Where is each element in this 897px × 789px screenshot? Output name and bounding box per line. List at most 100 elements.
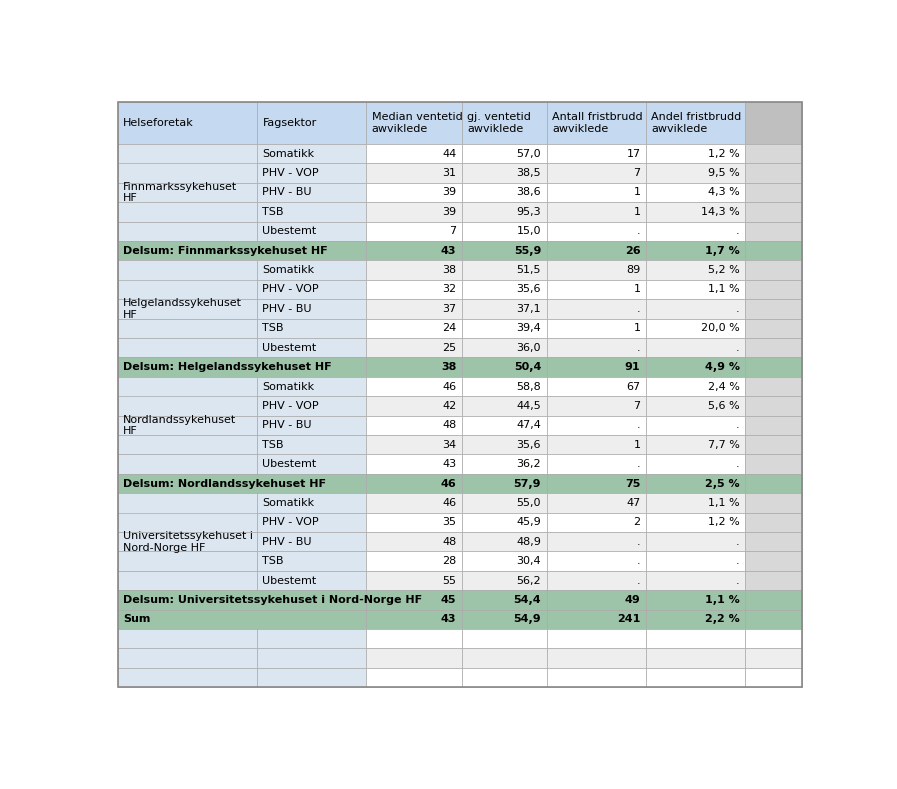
Text: 2,5 %: 2,5 % <box>705 479 740 488</box>
Bar <box>118 629 257 649</box>
Bar <box>366 454 462 474</box>
Text: Helseforetak: Helseforetak <box>123 118 194 128</box>
Text: Somatikk: Somatikk <box>262 148 314 159</box>
Text: Ubestemt: Ubestemt <box>262 226 317 236</box>
Text: 35,6: 35,6 <box>517 439 541 450</box>
Text: 1: 1 <box>633 439 640 450</box>
Text: TSB: TSB <box>262 556 283 567</box>
Text: 50,4: 50,4 <box>514 362 541 372</box>
Bar <box>366 319 462 338</box>
Bar <box>546 416 646 435</box>
Bar <box>118 610 366 629</box>
Bar <box>745 202 802 222</box>
Bar <box>546 357 646 377</box>
Text: 44,5: 44,5 <box>517 401 541 411</box>
Bar <box>646 513 745 532</box>
Bar <box>546 260 646 280</box>
Bar <box>118 260 257 357</box>
Text: Universitetssykehuset i
Nord-Norge HF: Universitetssykehuset i Nord-Norge HF <box>123 531 253 552</box>
Text: 1: 1 <box>633 323 640 333</box>
Text: .: . <box>637 342 640 353</box>
Text: 54,9: 54,9 <box>513 615 541 624</box>
Text: 38: 38 <box>441 362 457 372</box>
Text: 25: 25 <box>442 342 457 353</box>
Bar <box>646 319 745 338</box>
Bar <box>745 416 802 435</box>
Bar <box>118 532 257 552</box>
Text: 42: 42 <box>442 401 457 411</box>
Bar <box>745 649 802 667</box>
Text: 26: 26 <box>625 245 640 256</box>
Bar <box>366 493 462 513</box>
Bar <box>745 610 802 629</box>
Text: 9,5 %: 9,5 % <box>708 168 740 178</box>
Text: 20,0 %: 20,0 % <box>701 323 740 333</box>
Text: Ubestemt: Ubestemt <box>262 575 317 585</box>
Bar <box>462 260 546 280</box>
Bar <box>546 552 646 571</box>
Bar <box>646 532 745 552</box>
Bar <box>257 571 366 590</box>
Bar <box>462 299 546 319</box>
Bar <box>546 280 646 299</box>
Text: Somatikk: Somatikk <box>262 382 314 391</box>
Text: PHV - VOP: PHV - VOP <box>262 518 318 527</box>
Bar <box>546 319 646 338</box>
Text: 46: 46 <box>440 479 457 488</box>
Bar <box>646 222 745 241</box>
Text: 5,2 %: 5,2 % <box>708 265 740 275</box>
Text: Ubestemt: Ubestemt <box>262 342 317 353</box>
Bar <box>257 299 366 319</box>
Text: Median ventetid
awviklede: Median ventetid awviklede <box>371 112 463 134</box>
Bar <box>546 338 646 357</box>
Bar <box>745 552 802 571</box>
Text: 39: 39 <box>442 188 457 197</box>
Text: 45: 45 <box>441 595 457 605</box>
Bar <box>646 396 745 416</box>
Bar <box>745 319 802 338</box>
Bar <box>646 260 745 280</box>
Text: 43: 43 <box>441 615 457 624</box>
Text: Delsum: Universitetssykehuset i Nord-Norge HF: Delsum: Universitetssykehuset i Nord-Nor… <box>123 595 422 605</box>
Bar <box>462 513 546 532</box>
Text: 241: 241 <box>617 615 640 624</box>
Bar <box>546 493 646 513</box>
Text: 75: 75 <box>625 479 640 488</box>
Bar <box>366 416 462 435</box>
Bar <box>745 590 802 610</box>
Bar <box>257 435 366 454</box>
Bar <box>646 474 745 493</box>
Bar <box>646 454 745 474</box>
Text: 43: 43 <box>442 459 457 469</box>
Text: TSB: TSB <box>262 439 283 450</box>
Bar <box>745 183 802 202</box>
Bar <box>745 513 802 532</box>
Bar <box>462 103 546 144</box>
Bar <box>118 416 257 435</box>
Text: Somatikk: Somatikk <box>262 498 314 508</box>
Bar <box>118 163 257 183</box>
Text: 1,7 %: 1,7 % <box>705 245 740 256</box>
Bar <box>366 513 462 532</box>
Bar <box>546 435 646 454</box>
Bar <box>546 396 646 416</box>
Text: 55,9: 55,9 <box>514 245 541 256</box>
Bar <box>462 667 546 687</box>
Bar <box>646 338 745 357</box>
Text: 14,3 %: 14,3 % <box>701 207 740 217</box>
Text: 39,4: 39,4 <box>517 323 541 333</box>
Bar <box>745 667 802 687</box>
Bar <box>462 241 546 260</box>
Text: 32: 32 <box>442 285 457 294</box>
Bar <box>366 163 462 183</box>
Bar <box>745 396 802 416</box>
Text: Helgelandssykehuset
HF: Helgelandssykehuset HF <box>123 298 242 320</box>
Bar <box>462 493 546 513</box>
Text: 56,2: 56,2 <box>517 575 541 585</box>
Bar <box>118 319 257 338</box>
Bar <box>366 144 462 163</box>
Bar <box>366 103 462 144</box>
Bar <box>118 357 366 377</box>
Bar <box>366 241 462 260</box>
Bar <box>745 144 802 163</box>
